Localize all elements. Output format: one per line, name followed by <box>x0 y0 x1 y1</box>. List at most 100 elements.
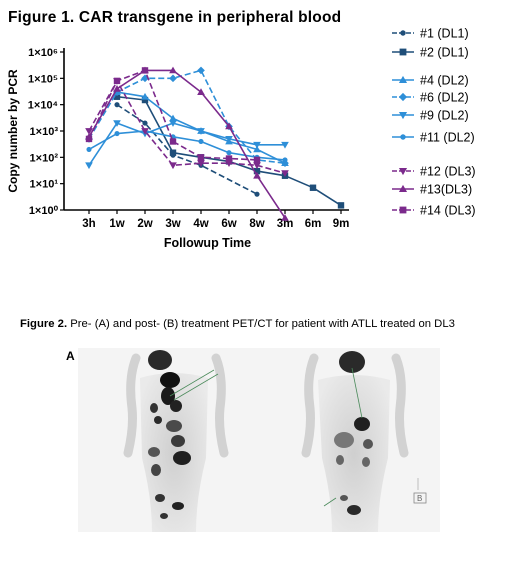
y-tick-label: 1×10⁵ <box>28 73 58 85</box>
data-point <box>141 96 149 104</box>
x-tick-label: 6m <box>305 218 322 230</box>
pet-image-pre-treatment: A <box>78 348 274 532</box>
data-point <box>114 102 120 108</box>
legend-marker <box>399 206 407 214</box>
x-tick-label: 4w <box>193 218 208 230</box>
series-line <box>88 80 286 174</box>
series-line <box>88 130 286 161</box>
data-point <box>281 141 289 149</box>
data-point <box>169 138 177 145</box>
data-point <box>309 184 317 191</box>
data-point <box>226 150 232 156</box>
data-point <box>113 93 121 100</box>
data-point <box>85 162 93 170</box>
chart-legend: #1 (DL1) #2 (DL1) #4 (DL2) #6 (DL2) #9 (DL2)… <box>392 27 476 218</box>
data-point <box>253 171 261 179</box>
legend-entry: #6 (DL2) <box>392 91 469 105</box>
legend-label: #14 (DL3) <box>420 204 476 218</box>
series-1-dl1 <box>114 102 260 197</box>
data-point <box>85 135 93 143</box>
data-point <box>254 191 260 197</box>
series-line <box>88 69 286 219</box>
legend-label: #6 (DL2) <box>420 91 469 105</box>
legend-entry: #14 (DL3) <box>392 204 476 218</box>
data-point <box>113 120 121 127</box>
y-tick-label: 1×10³ <box>30 126 59 138</box>
data-point <box>281 214 289 221</box>
y-tick-label: 1×10⁶ <box>28 47 58 59</box>
x-tick-label: 3w <box>165 218 180 230</box>
panel-b-box-letter: B <box>417 494 422 503</box>
figure-2-caption: Figure 2. Pre- (A) and post- (B) treatme… <box>20 318 455 330</box>
legend-label: #11 (DL2) <box>420 131 475 145</box>
legend-label: #9 (DL2) <box>420 109 469 123</box>
legend-marker <box>398 75 408 84</box>
data-point <box>169 74 177 83</box>
data-point <box>225 122 233 130</box>
data-point <box>142 120 148 126</box>
x-tick-label: 3m <box>277 218 294 230</box>
legend-label: #12 (DL3) <box>420 165 476 179</box>
data-point <box>169 120 177 127</box>
data-point <box>141 128 149 135</box>
chart-series-layer <box>85 66 345 221</box>
x-tick-label: 6w <box>221 218 236 230</box>
x-tick-label: 1w <box>109 218 124 230</box>
data-point <box>169 114 177 122</box>
data-point <box>337 202 345 209</box>
legend-label: #4 (DL2) <box>420 74 469 88</box>
data-point <box>253 162 261 170</box>
y-tick-label: 1×10⁰ <box>29 205 59 217</box>
legend-marker <box>400 134 406 140</box>
pet-scan-a-graphic: A <box>123 350 259 532</box>
data-point <box>169 66 177 74</box>
data-point <box>86 146 92 152</box>
data-point <box>197 128 205 135</box>
data-point <box>114 130 120 137</box>
figure-1-title: Figure 1. CAR transgene in peripheral bl… <box>8 9 342 26</box>
legend-entry: #4 (DL2) <box>392 74 469 88</box>
x-tick-label: 8w <box>249 218 264 230</box>
data-point <box>225 160 233 168</box>
legend-label: #1 (DL1) <box>420 27 469 41</box>
data-point <box>169 162 177 170</box>
legend-marker <box>398 167 408 176</box>
data-point <box>225 136 233 143</box>
data-point <box>169 149 177 156</box>
legend-entry: #12 (DL3) <box>392 165 476 179</box>
data-point <box>225 155 233 162</box>
legend-label: #2 (DL1) <box>420 46 469 60</box>
y-axis-label: Copy number by PCR <box>6 69 20 193</box>
series-line <box>88 122 285 166</box>
legend-entry: #1 (DL1) <box>392 27 469 41</box>
legend-entry: #9 (DL2) <box>392 109 469 123</box>
legend-entry: #2 (DL1) <box>392 46 469 60</box>
figure-2-caption-text: Pre- (A) and post- (B) treatment PET/CT … <box>67 318 455 330</box>
x-tick-label: 2w <box>137 218 152 230</box>
data-point <box>85 128 93 135</box>
legend-label: #13(DL3) <box>420 183 472 197</box>
panel-a-label: A <box>66 349 75 363</box>
data-point <box>197 160 205 168</box>
data-point <box>253 156 261 164</box>
data-point <box>141 67 149 74</box>
figure-1-chart: 1×10⁰ 1×10¹ 1×10² 1×10³ 1×10⁴ 1×10⁵ 1×10⁶ 3h 1w 2… <box>6 27 476 251</box>
data-point <box>282 157 288 163</box>
legend-entry: #11 (DL2) <box>392 131 475 145</box>
data-point <box>198 138 204 145</box>
figure-2-caption-label: Figure 2. <box>20 318 68 330</box>
data-point <box>141 74 149 83</box>
data-point <box>253 141 261 149</box>
data-point <box>197 154 205 161</box>
legend-entry: #13(DL3) <box>392 183 472 197</box>
y-tick-label: 1×10² <box>30 152 59 164</box>
x-axis-label: Followup Time <box>164 236 251 250</box>
data-point <box>197 88 205 95</box>
data-point <box>113 77 121 85</box>
data-point <box>141 92 149 100</box>
series-12-dl3 <box>85 78 289 178</box>
y-tick-label: 1×10¹ <box>30 179 59 191</box>
x-tick-label: 3h <box>82 218 95 230</box>
y-tick-label: 1×10⁴ <box>28 100 58 112</box>
pet-scan-b-graphic: B <box>301 351 427 532</box>
